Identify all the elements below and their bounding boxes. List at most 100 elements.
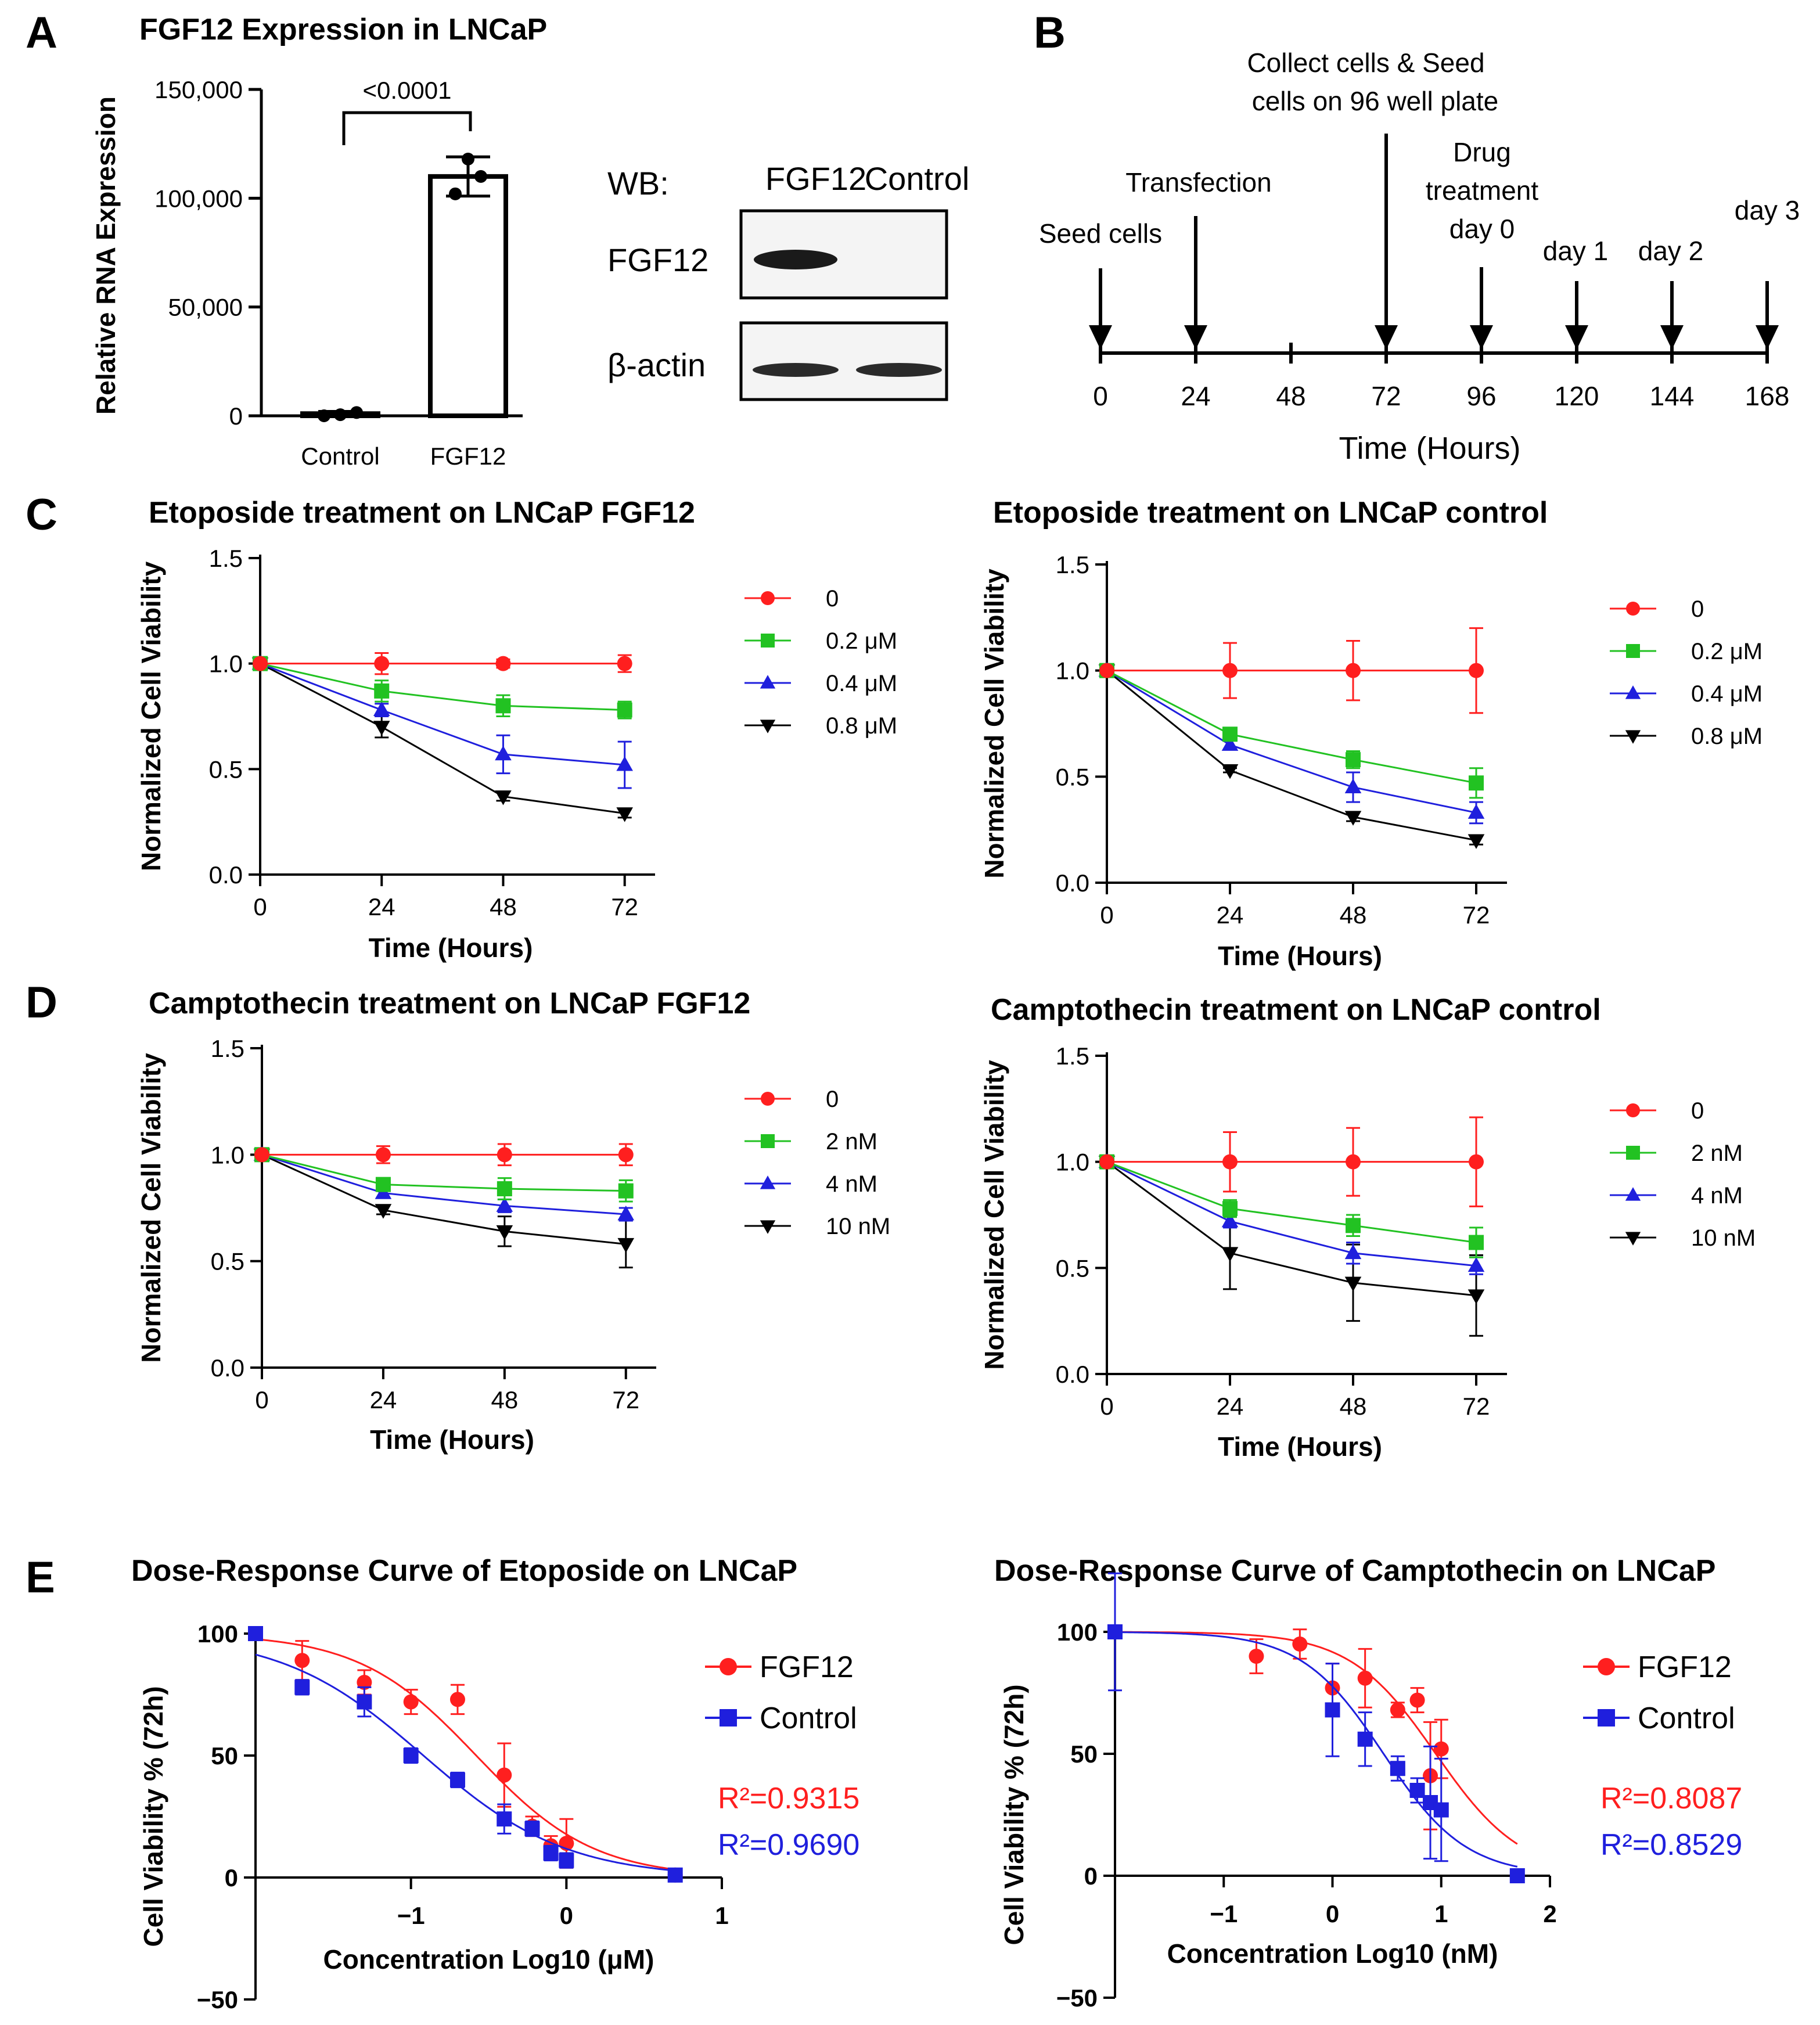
series-0 xyxy=(253,652,632,675)
y-axis-label: Normalized Cell Viability xyxy=(136,561,166,871)
data-point xyxy=(524,1821,540,1836)
y-tick-label: −50 xyxy=(197,1986,238,2013)
series-control xyxy=(1107,1572,1525,1883)
bar-fgf12 xyxy=(428,174,508,418)
data-point xyxy=(1221,736,1239,751)
y-tick-label: 0.5 xyxy=(209,756,243,783)
data-point xyxy=(1357,1731,1373,1747)
data-point xyxy=(254,1147,269,1163)
data-point xyxy=(403,1748,419,1763)
series-control xyxy=(248,1626,683,1883)
data-point xyxy=(617,702,632,718)
panel-a-bar-chart: FGF12 Expression in LNCaP Relative RNA E… xyxy=(91,13,547,470)
fit-curve xyxy=(1115,1631,1518,1868)
data-point xyxy=(1469,663,1484,678)
legend-marker xyxy=(760,675,776,689)
data-point xyxy=(1221,1247,1239,1262)
data-point xyxy=(375,1204,392,1219)
event-arrow-head xyxy=(1184,325,1207,350)
legend-label: 4 nM xyxy=(1691,1183,1743,1208)
legend-marker xyxy=(761,634,775,648)
legend-marker xyxy=(1625,1187,1641,1201)
y-tick-label: 1.0 xyxy=(1056,1149,1089,1176)
data-point xyxy=(617,1238,635,1253)
data-point xyxy=(1325,1702,1340,1718)
data-point xyxy=(1467,1257,1485,1272)
data-point xyxy=(1433,1802,1449,1818)
data-point xyxy=(1249,1649,1264,1664)
significance-bracket xyxy=(342,111,472,145)
data-point xyxy=(1409,1783,1425,1798)
data-point xyxy=(1509,1868,1525,1883)
legend-marker xyxy=(1625,1232,1641,1246)
data-point xyxy=(1346,663,1361,678)
data-point xyxy=(373,701,390,716)
data-point xyxy=(1344,811,1362,826)
data-point xyxy=(375,1177,391,1192)
data-point xyxy=(1467,804,1485,819)
data-point xyxy=(253,656,268,671)
event-drug-line1: Drug xyxy=(1453,137,1511,167)
legend-label: 0.4 μM xyxy=(826,671,897,696)
data-point xyxy=(667,1867,683,1883)
wb-lane-fgf12: FGF12 xyxy=(765,160,866,197)
y-tick-label: 0.5 xyxy=(1056,1254,1089,1282)
chart-title: Dose-Response Curve of Etoposide on LNCa… xyxy=(131,1554,797,1588)
x-tick-label: 0 xyxy=(253,893,267,920)
legend-marker xyxy=(1598,1658,1615,1675)
event-collect-line2: cells on 96 well plate xyxy=(1252,86,1498,116)
legend-marker xyxy=(761,591,775,605)
data-point xyxy=(497,1181,512,1196)
x-tick-label: 48 xyxy=(491,1386,518,1413)
panel-label-a: A xyxy=(26,8,57,57)
data-point xyxy=(1222,1154,1238,1170)
panel-b-timeline: 0 24 48 72 96 120 144 168 Time (Hours) Seed cel… xyxy=(1039,48,1800,466)
data-point xyxy=(374,683,390,699)
data-point xyxy=(357,1675,372,1690)
timeline-axis: 0 24 48 72 96 120 144 168 xyxy=(1089,134,1789,411)
data-point xyxy=(449,1772,465,1787)
wb-row-beta-actin: β-actin xyxy=(607,347,706,383)
data-point xyxy=(1469,775,1484,791)
timeline-tick-label: 120 xyxy=(1555,381,1599,411)
chart-dose-response-etoposide: Dose-Response Curve of Etoposide on LNCa… xyxy=(131,1554,859,2013)
data-point xyxy=(1467,834,1485,849)
chart-title: Camptothecin treatment on LNCaP FGF12 xyxy=(149,987,750,1020)
x-tick-label: 1 xyxy=(715,1902,728,1929)
data-point xyxy=(1469,1235,1484,1250)
x-tick-label: −1 xyxy=(397,1902,425,1929)
wb-lane-control: Control xyxy=(865,160,970,197)
x-axis-label: Time (Hours) xyxy=(369,933,533,963)
data-point xyxy=(1346,1154,1361,1170)
series-0.8M xyxy=(251,657,633,822)
x-tick-label: 72 xyxy=(612,1386,639,1413)
legend-label: 0.8 μM xyxy=(826,713,897,739)
data-point xyxy=(1222,1201,1238,1217)
panel-a-bars xyxy=(300,152,508,422)
data-point xyxy=(495,745,512,761)
wb-blot-beta-actin xyxy=(739,321,948,401)
legend-marker xyxy=(761,1134,775,1148)
y-tick-label: 0.0 xyxy=(1056,869,1089,897)
x-tick-label: 24 xyxy=(368,893,395,920)
x-axis-label: Concentration Log10 (μM) xyxy=(323,1944,654,1974)
panel-b-x-axis-label: Time (Hours) xyxy=(1339,431,1520,466)
panel-label-e: E xyxy=(26,1553,55,1602)
r-squared-label: R²=0.9690 xyxy=(718,1828,859,1862)
data-point xyxy=(1099,663,1114,678)
panel-a-y-tick-label: 0 xyxy=(229,402,243,430)
data-point xyxy=(1221,1213,1239,1228)
event-seed-cells: Seed cells xyxy=(1039,218,1162,249)
y-tick-label: 100 xyxy=(197,1620,238,1648)
data-point xyxy=(496,1225,513,1240)
wb-band-actin-fgf12 xyxy=(753,363,839,377)
data-point xyxy=(495,698,511,714)
x-tick-label: 72 xyxy=(1463,1393,1490,1420)
data-point xyxy=(1390,1702,1405,1718)
series-line xyxy=(261,1153,626,1215)
x-tick-label: 72 xyxy=(611,893,638,920)
timeline-tick-label: 168 xyxy=(1745,381,1790,411)
r-squared-label: R²=0.9315 xyxy=(718,1782,859,1815)
chart-etoposide-fgf12: Etoposide treatment on LNCaP FGF12 Normal… xyxy=(136,496,897,963)
legend-label: 4 nM xyxy=(826,1171,877,1197)
